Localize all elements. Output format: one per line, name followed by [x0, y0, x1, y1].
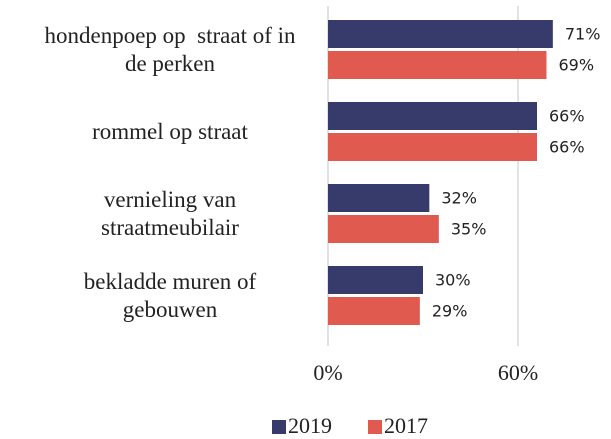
bar	[328, 102, 537, 130]
bar	[328, 297, 420, 325]
category-label: rommel op straat	[92, 118, 248, 144]
bar	[328, 184, 430, 212]
legend-label: 2017	[384, 413, 428, 438]
bar	[328, 215, 439, 243]
value-label: 66%	[549, 138, 585, 157]
bar	[328, 20, 553, 48]
category-label: bekladde muren of gebouwen	[83, 268, 262, 322]
value-label: 30%	[435, 271, 471, 290]
legend-swatch	[272, 420, 286, 434]
category-label: vernieling van straatmeubilair	[101, 186, 242, 240]
value-label: 71%	[565, 25, 601, 44]
value-label: 69%	[559, 56, 595, 75]
value-label: 29%	[432, 302, 468, 321]
bar	[328, 51, 547, 79]
x-tick-label: 60%	[498, 360, 538, 385]
bar	[328, 266, 423, 294]
value-label: 35%	[451, 220, 487, 239]
legend-label: 2019	[288, 413, 332, 438]
bar	[328, 133, 537, 161]
x-tick-label: 0%	[313, 360, 342, 385]
value-label: 66%	[549, 107, 585, 126]
value-label: 32%	[441, 189, 477, 208]
legend-swatch	[368, 420, 382, 434]
category-label: hondenpoep op straat of in de perken	[44, 22, 302, 76]
